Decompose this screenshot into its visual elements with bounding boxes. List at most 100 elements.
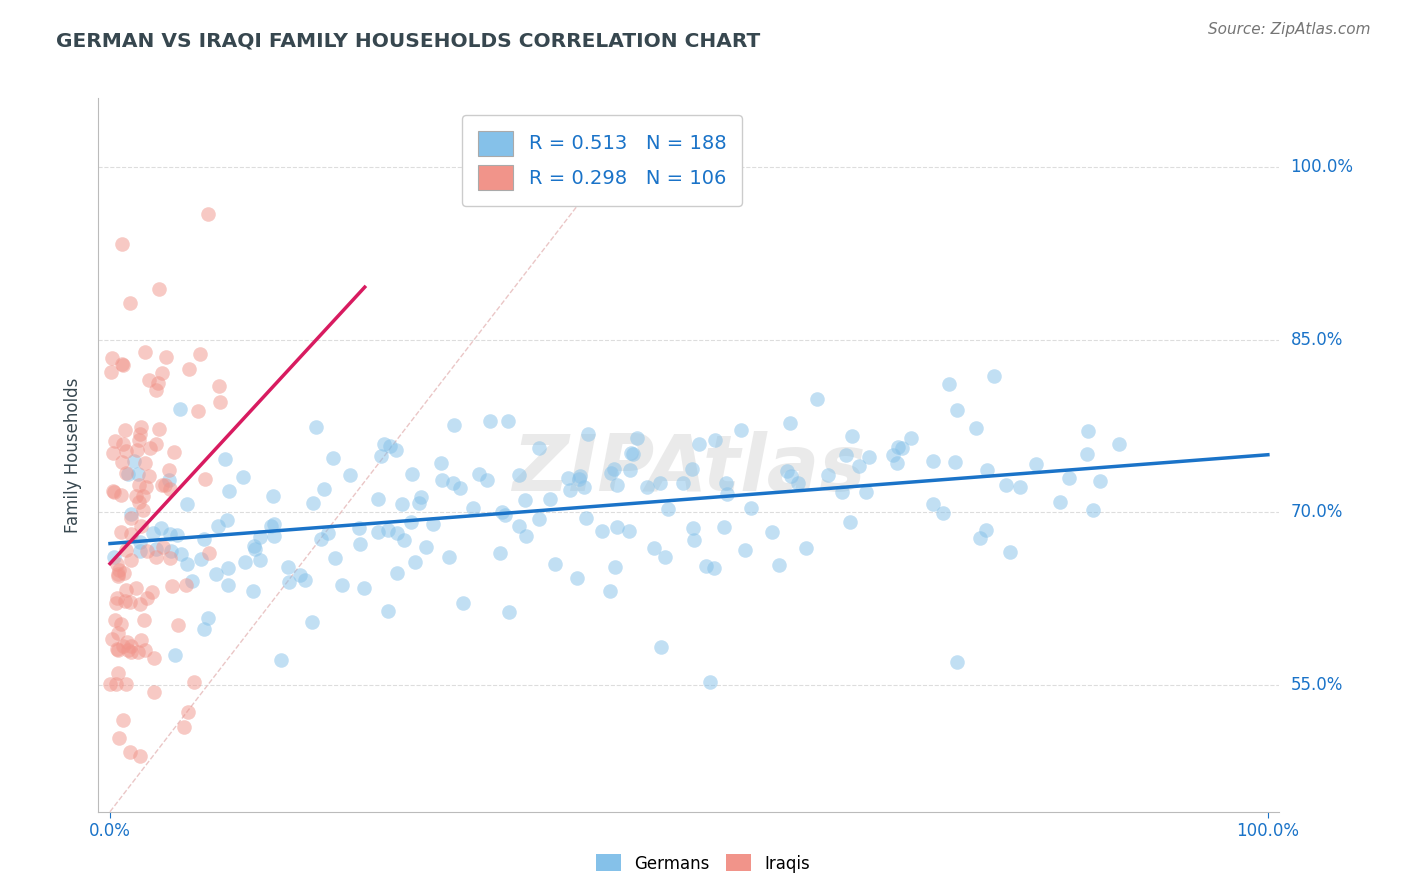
Point <box>479 414 502 428</box>
Point <box>107 567 129 582</box>
Point <box>734 543 756 558</box>
Point <box>242 584 264 599</box>
Point <box>965 421 987 435</box>
Point <box>716 487 738 501</box>
Point <box>768 558 790 573</box>
Point <box>353 582 375 596</box>
Point <box>108 731 131 745</box>
Point <box>370 449 392 463</box>
Point <box>125 581 148 595</box>
Text: 100.0%: 100.0% <box>1291 158 1354 177</box>
Point <box>127 645 149 659</box>
Point <box>672 475 695 490</box>
Point <box>159 551 181 566</box>
Point <box>155 478 177 492</box>
Point <box>835 448 858 462</box>
Point <box>112 566 135 580</box>
Point <box>197 207 219 221</box>
Point <box>183 675 205 690</box>
Point <box>704 433 727 447</box>
Point <box>193 532 215 546</box>
Point <box>441 476 464 491</box>
Point <box>488 546 510 560</box>
Point <box>138 468 160 483</box>
Point <box>1108 436 1130 450</box>
Point <box>129 633 152 648</box>
Point <box>112 359 135 373</box>
Point <box>214 451 236 466</box>
Point <box>129 543 152 558</box>
Point <box>606 520 628 534</box>
Point <box>831 484 853 499</box>
Point <box>134 643 156 657</box>
Point <box>496 414 519 428</box>
Point <box>270 652 292 666</box>
Point <box>180 574 202 589</box>
Point <box>449 481 471 495</box>
Point <box>779 417 801 431</box>
Point <box>150 521 173 535</box>
Point <box>938 377 960 392</box>
Point <box>567 571 589 585</box>
Point <box>105 676 128 690</box>
Point <box>974 524 997 538</box>
Point <box>301 615 323 629</box>
Point <box>560 483 582 498</box>
Point <box>322 451 344 466</box>
Point <box>776 464 799 478</box>
Point <box>100 677 122 691</box>
Point <box>152 366 174 380</box>
Point <box>529 441 551 455</box>
Point <box>120 553 142 567</box>
Point <box>325 551 347 566</box>
Point <box>118 595 141 609</box>
Point <box>107 569 129 583</box>
Point <box>508 518 530 533</box>
Point <box>100 365 122 379</box>
Point <box>392 533 415 548</box>
Point <box>104 596 127 610</box>
Point <box>215 512 238 526</box>
Point <box>349 537 371 551</box>
Point <box>120 745 142 759</box>
Point <box>135 480 157 494</box>
Point <box>703 560 725 574</box>
Point <box>169 402 191 417</box>
Point <box>145 437 167 451</box>
Point <box>946 655 969 669</box>
Point <box>437 550 460 565</box>
Point <box>740 501 762 516</box>
Point <box>617 524 640 538</box>
Point <box>142 526 165 541</box>
Point <box>111 236 134 251</box>
Text: 85.0%: 85.0% <box>1291 331 1343 349</box>
Point <box>132 489 155 503</box>
Point <box>385 566 408 580</box>
Point <box>115 543 138 558</box>
Y-axis label: Family Households: Family Households <box>65 377 83 533</box>
Point <box>620 446 643 460</box>
Point <box>134 344 156 359</box>
Point <box>373 436 395 450</box>
Point <box>134 613 156 627</box>
Point <box>498 606 520 620</box>
Point <box>650 640 672 655</box>
Point <box>557 471 579 485</box>
Point <box>599 584 621 599</box>
Point <box>105 591 128 606</box>
Point <box>621 447 644 461</box>
Point <box>714 475 737 490</box>
Point <box>277 560 299 574</box>
Point <box>606 478 628 492</box>
Point <box>197 611 219 625</box>
Point <box>138 372 160 386</box>
Point <box>858 450 880 464</box>
Point <box>135 591 157 605</box>
Point <box>886 456 908 470</box>
Point <box>135 544 157 558</box>
Point <box>128 535 150 549</box>
Point <box>513 493 536 508</box>
Point <box>730 423 752 437</box>
Point <box>141 584 163 599</box>
Point <box>120 510 142 524</box>
